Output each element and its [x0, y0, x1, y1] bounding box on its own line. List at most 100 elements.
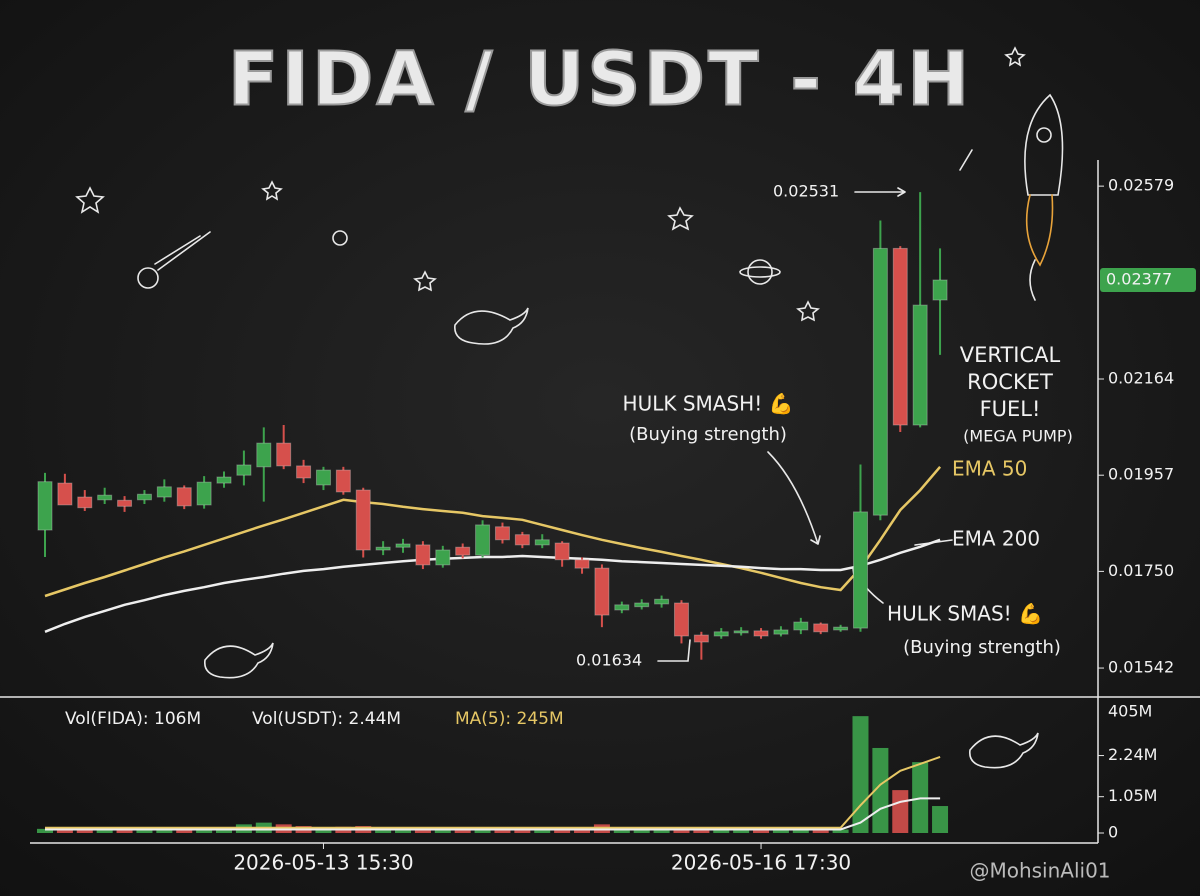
- ema-line: [44, 465, 942, 598]
- candle-body: [673, 602, 689, 637]
- volume-bar: [613, 829, 630, 833]
- volume-bar: [37, 828, 53, 833]
- volume-bar: [156, 829, 173, 833]
- volume-bar: [56, 829, 73, 833]
- candle-body: [654, 598, 670, 605]
- candle-body: [256, 442, 272, 468]
- candle-body: [315, 469, 331, 486]
- candle-body: [57, 482, 73, 506]
- candle-body: [594, 567, 610, 616]
- volume-bar: [574, 828, 591, 833]
- candle-body: [852, 511, 868, 629]
- y-tick-label: 0.02164: [1108, 368, 1174, 387]
- candle-body: [813, 623, 829, 633]
- candle-body: [77, 496, 93, 509]
- annotation: 0.02531: [773, 182, 839, 201]
- candle-body: [793, 621, 809, 631]
- candle-body: [117, 499, 133, 507]
- volume-bar: [932, 806, 949, 833]
- candle-body: [773, 629, 789, 635]
- volume-top-label: 405M: [1108, 702, 1152, 721]
- candle-body: [395, 543, 411, 548]
- annotation: HULK SMASH! 💪: [623, 392, 794, 416]
- candle-body: [534, 539, 550, 546]
- volume-bar: [76, 830, 93, 833]
- ema-line: [44, 538, 941, 633]
- volume-bar: [653, 830, 670, 833]
- candle-body: [355, 489, 371, 551]
- volume-ma-line: [45, 797, 941, 831]
- volume-bar: [772, 830, 789, 833]
- candle-body: [415, 544, 431, 566]
- candle-body: [136, 493, 152, 501]
- x-tick-label: 2026-05-16 17:30: [671, 851, 851, 875]
- volume-bar: [753, 830, 770, 833]
- candle-body: [693, 634, 709, 643]
- candle-body: [335, 469, 351, 493]
- volume-bar: [832, 829, 849, 833]
- candle-body: [196, 481, 212, 506]
- chart-title: FIDA / USDT - 4H: [228, 37, 972, 123]
- candle-body: [375, 546, 391, 551]
- annotation: (Buying strength): [903, 637, 1061, 658]
- candle-body: [296, 465, 312, 479]
- watermark: @MohsinAli01: [969, 859, 1110, 883]
- volume-bar: [375, 829, 392, 833]
- volume-bar: [494, 828, 511, 833]
- candle-body: [554, 542, 570, 561]
- annotation: (MEGA PUMP): [963, 427, 1073, 446]
- volume-legend: Vol(FIDA): 106M: [65, 709, 201, 729]
- annotation: ROCKET: [967, 370, 1053, 394]
- candle-body: [494, 526, 510, 541]
- volume-bar: [792, 829, 809, 833]
- candle-body: [753, 630, 769, 637]
- volume-bar: [434, 829, 451, 833]
- y-tick-label: 0.01542: [1108, 658, 1174, 677]
- candle-body: [614, 604, 630, 611]
- volume-legend: MA(5): 245M: [455, 709, 564, 729]
- volume-bar: [454, 830, 471, 833]
- line-label: EMA 200: [952, 527, 1040, 551]
- y-tick-label: 0.01750: [1108, 561, 1174, 580]
- annotation: VERTICAL: [960, 343, 1061, 367]
- x-tick-label: 2026-05-13 15:30: [233, 851, 413, 875]
- volume-bar: [116, 830, 133, 833]
- volume-ma-line: [45, 755, 941, 829]
- volume-bar: [96, 829, 113, 833]
- volume-bar: [534, 830, 551, 833]
- candle-body: [514, 534, 530, 546]
- candle-body: [97, 494, 113, 501]
- volume-bar: [414, 828, 431, 833]
- volume-bar: [554, 829, 571, 833]
- candle-body: [912, 304, 928, 426]
- candle-body: [276, 442, 292, 467]
- volume-bar: [812, 830, 829, 833]
- volume-tick-label: 1.05M: [1108, 786, 1157, 805]
- candle-body: [236, 464, 252, 476]
- candle-body: [435, 549, 451, 566]
- candle-body: [634, 602, 650, 608]
- candle-body: [892, 247, 908, 426]
- candle-body: [713, 631, 729, 637]
- annotation: FUEL!: [980, 397, 1041, 421]
- candle-body: [733, 630, 749, 634]
- volume-bar: [136, 830, 153, 833]
- y-tick-label: 0.02579: [1108, 176, 1174, 195]
- candle-body: [833, 626, 849, 631]
- last-price-label: 0.02377: [1106, 270, 1172, 289]
- candle-body: [475, 524, 491, 556]
- candle-body: [176, 487, 192, 507]
- candle-body: [872, 247, 888, 516]
- volume-bar: [196, 828, 213, 833]
- volume-bar: [514, 829, 531, 833]
- candle-body: [37, 481, 53, 531]
- annotation: 0.01634: [576, 651, 642, 670]
- candle-body: [574, 559, 590, 569]
- doodles: [75, 46, 1064, 769]
- y-tick-label: 0.01957: [1108, 465, 1174, 484]
- volume-bar: [892, 790, 909, 833]
- volume-bar: [733, 830, 750, 833]
- candle-body: [455, 546, 471, 556]
